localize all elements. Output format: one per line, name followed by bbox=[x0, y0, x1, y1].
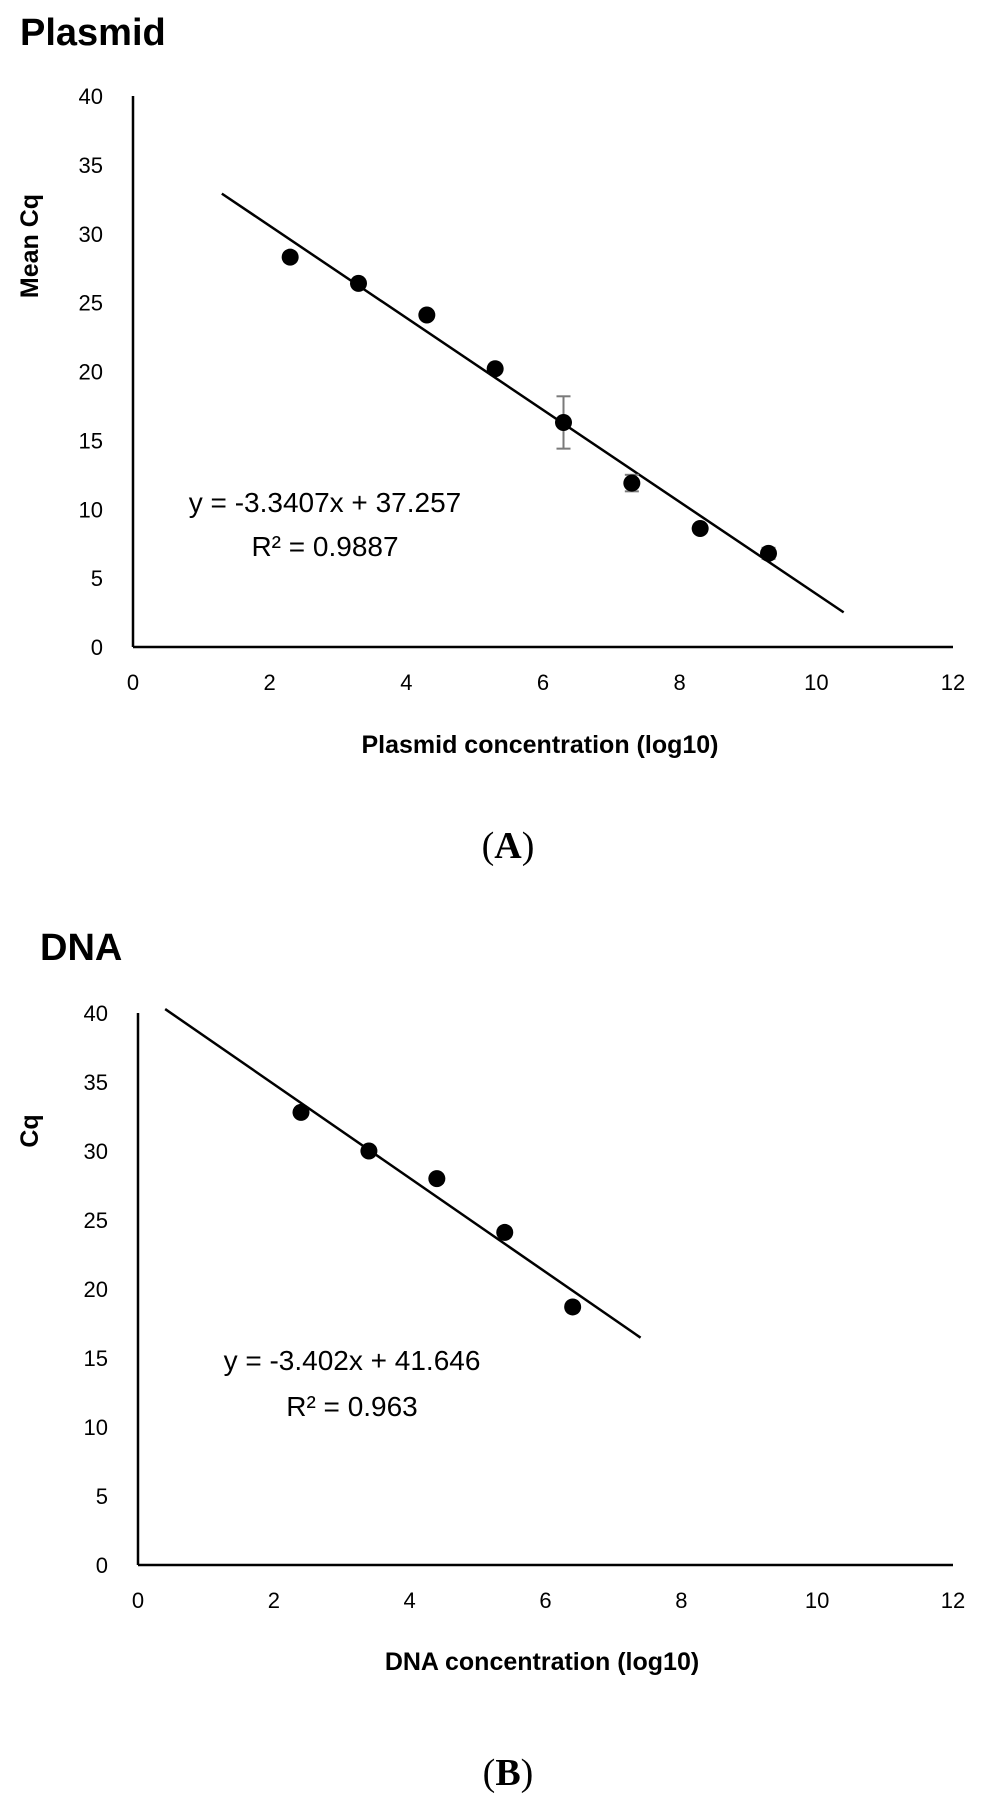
y-tick-label: 0 bbox=[96, 1553, 108, 1578]
x-tick-label: 4 bbox=[404, 1588, 416, 1613]
panel-label-a: (A) bbox=[482, 825, 535, 867]
y-tick-label: 0 bbox=[91, 635, 103, 660]
y-axis-title-dna: Cq bbox=[16, 1114, 44, 1147]
y-tick-label: 15 bbox=[79, 428, 103, 453]
data-point bbox=[281, 248, 299, 266]
x-tick-label: 2 bbox=[268, 1588, 280, 1613]
data-point bbox=[564, 1298, 582, 1316]
x-tick-label: 12 bbox=[941, 1588, 965, 1613]
y-tick-label: 35 bbox=[84, 1070, 108, 1095]
x-axis-title-plasmid: Plasmid concentration (log10) bbox=[361, 731, 718, 759]
data-point bbox=[555, 413, 572, 431]
y-tick-label: 40 bbox=[84, 1001, 108, 1026]
y-tick-label: 10 bbox=[84, 1415, 108, 1440]
data-point bbox=[292, 1103, 310, 1121]
chart-title-plasmid: Plasmid bbox=[20, 12, 166, 54]
y-tick-label: 25 bbox=[79, 291, 103, 316]
x-tick-label: 12 bbox=[941, 670, 965, 695]
data-point bbox=[496, 1223, 514, 1241]
y-tick-label: 10 bbox=[79, 497, 103, 522]
axes-plasmid: 0 5 10 15 20 25 30 35 40 0 2 4 6 8 10 12 bbox=[79, 84, 966, 695]
equation-dna: y = -3.402x + 41.646 bbox=[224, 1345, 481, 1376]
r-squared-plasmid: R² = 0.9887 bbox=[251, 531, 398, 562]
panel-letter-b: B bbox=[495, 1752, 520, 1794]
y-tick-label: 25 bbox=[84, 1208, 108, 1233]
y-tick-label: 15 bbox=[84, 1346, 108, 1371]
x-tick-label: 0 bbox=[127, 670, 139, 695]
panel-letter-a: A bbox=[494, 825, 522, 867]
y-tick-label: 30 bbox=[84, 1139, 108, 1164]
y-tick-label: 5 bbox=[96, 1484, 108, 1509]
data-point bbox=[691, 520, 709, 538]
y-tick-label: 40 bbox=[79, 84, 103, 109]
panel-label-b: (B) bbox=[483, 1752, 534, 1794]
axes-dna: 0 5 10 15 20 25 30 35 40 0 2 4 6 8 10 12 bbox=[84, 1001, 966, 1613]
trendline-plasmid bbox=[221, 192, 845, 614]
y-tick-label: 5 bbox=[91, 566, 103, 591]
x-axis-title-dna: DNA concentration (log10) bbox=[385, 1648, 699, 1676]
x-tick-label: 0 bbox=[132, 1588, 144, 1613]
y-tick-label: 35 bbox=[79, 153, 103, 178]
y-tick-label: 20 bbox=[79, 360, 103, 385]
x-tick-label: 2 bbox=[264, 670, 276, 695]
x-tick-label: 8 bbox=[675, 1588, 687, 1613]
chart-plasmid: Plasmid 0 5 10 15 20 25 30 35 40 0 2 4 6 8 10 12 y = -3… bbox=[16, 12, 965, 867]
x-tick-label: 4 bbox=[400, 670, 412, 695]
data-point bbox=[623, 474, 641, 492]
data-point bbox=[418, 306, 436, 324]
x-tick-label: 6 bbox=[539, 1588, 551, 1613]
data-point bbox=[760, 544, 777, 562]
trendline-dna bbox=[164, 1008, 642, 1339]
equation-plasmid: y = -3.3407x + 37.257 bbox=[189, 487, 461, 518]
x-tick-label: 10 bbox=[804, 670, 828, 695]
y-tick-label: 20 bbox=[84, 1277, 108, 1302]
data-point bbox=[350, 274, 367, 292]
data-point bbox=[486, 360, 504, 378]
x-tick-label: 8 bbox=[674, 670, 686, 695]
x-tick-label: 6 bbox=[537, 670, 549, 695]
x-tick-label: 10 bbox=[805, 1588, 829, 1613]
chart-dna: DNA 0 5 10 15 20 25 30 35 40 0 2 4 6 8 10 12 y = -3.402… bbox=[16, 927, 965, 1794]
y-tick-label: 30 bbox=[79, 222, 103, 247]
data-point bbox=[428, 1170, 446, 1188]
y-axis-title-plasmid: Mean Cq bbox=[16, 194, 44, 298]
chart-title-dna: DNA bbox=[40, 927, 122, 969]
data-point bbox=[360, 1142, 378, 1160]
r-squared-dna: R² = 0.963 bbox=[286, 1391, 418, 1422]
